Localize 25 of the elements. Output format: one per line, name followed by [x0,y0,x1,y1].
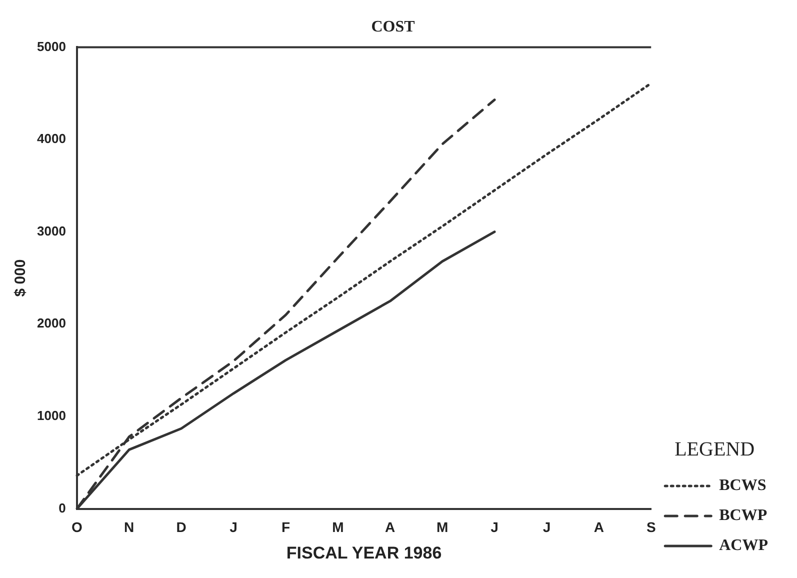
y-tick-label: 3000 [37,223,66,238]
chart-title: COST [371,18,416,36]
x-axis-title: FISCAL YEAR 1986 [286,543,442,562]
x-tick-label: D [176,519,186,536]
legend-label: ACWP [719,537,768,554]
y-tick-label: 2000 [37,316,66,331]
x-tick-label: O [71,519,82,536]
x-tick-label: J [490,519,498,536]
x-tick-label: M [436,519,448,536]
y-tick-label: 5000 [37,38,66,54]
x-tick-label: S [646,519,656,536]
legend-title: LEGEND [674,438,755,460]
x-tick-label: J [230,519,238,536]
legend-label: BCWS [719,477,766,494]
x-tick-label: J [542,519,551,536]
x-tick-label: M [332,519,344,536]
legend-label: BCWP [719,507,768,524]
x-tick-label: A [594,519,604,536]
y-tick-label: 1000 [37,408,66,424]
x-tick-label: F [281,519,290,536]
x-tick-label: A [385,519,396,536]
y-tick-label: 4000 [37,131,66,146]
y-tick-label: 0 [58,500,66,516]
y-axis-title: $ 000 [12,259,30,297]
x-tick-label: N [124,519,134,536]
